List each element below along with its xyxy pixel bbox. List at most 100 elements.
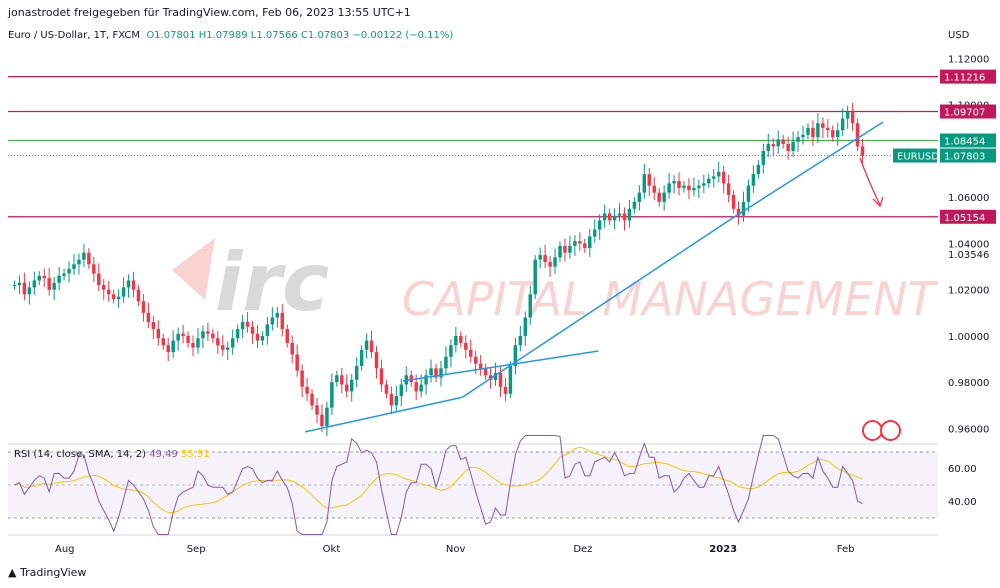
candle-body (315, 405, 319, 415)
candle-body (97, 273, 101, 286)
candle-body (295, 354, 299, 371)
candle-body (845, 111, 850, 119)
candle-body (692, 187, 696, 191)
candle-body (756, 164, 761, 175)
rsi-tick-label: 40.00 (948, 497, 977, 508)
candle-body (726, 183, 731, 195)
candle-body (191, 342, 195, 348)
x-tick-label: Feb (837, 544, 855, 555)
candle-body (216, 338, 220, 346)
candle-body (245, 322, 250, 327)
candle-body (464, 342, 468, 350)
rsi-tick-label: 60.00 (948, 464, 977, 475)
candle-body (642, 174, 647, 193)
eu-flag-icon[interactable] (880, 420, 901, 441)
candle-body (340, 375, 344, 385)
candle-body (106, 289, 111, 295)
x-tick-label: Aug (55, 544, 75, 555)
candle-body (855, 123, 860, 147)
price-tag-label: 1.08454 (944, 136, 985, 147)
candle-body (92, 264, 96, 274)
candle-body (77, 259, 81, 265)
candle-body (27, 287, 32, 295)
candle-body (647, 174, 652, 186)
candle-body (171, 340, 175, 353)
candle-body (850, 111, 855, 124)
price-tag-label: 1.11216 (944, 73, 985, 84)
candle-body (478, 363, 483, 369)
open-value: O1.07801 (146, 30, 196, 41)
candle-body (786, 144, 790, 151)
candle-body (707, 178, 711, 184)
candle-body (429, 368, 433, 376)
candle-body (166, 345, 170, 353)
candle-body (255, 333, 260, 341)
candle-body (538, 255, 542, 260)
candle-body (791, 141, 795, 151)
price-tag-bg (940, 69, 996, 84)
candle-body (250, 326, 255, 334)
candle-body (32, 280, 37, 288)
candle-body (761, 150, 766, 165)
candle-body (468, 349, 473, 357)
candle-body (87, 252, 91, 265)
candle-body (488, 375, 493, 380)
candle-body (826, 127, 830, 131)
candle-body (588, 236, 592, 249)
candle-body (543, 255, 547, 262)
x-tick-label: Sep (187, 544, 206, 555)
candle-body (345, 384, 349, 392)
candle-body (201, 331, 205, 339)
candle-body (82, 252, 86, 260)
watermark: irc CAPITAL MANAGEMENT (172, 236, 939, 329)
candle-body (781, 139, 785, 145)
candle-body (801, 134, 805, 138)
candle-body (354, 366, 359, 380)
candle-body (131, 280, 136, 290)
forecast-arrowhead (872, 196, 884, 208)
candle-body (260, 335, 265, 341)
candle-body (617, 213, 622, 216)
candle-body (672, 181, 676, 184)
candle-body (667, 183, 671, 193)
candle-body (111, 294, 116, 299)
candle-body (840, 118, 845, 131)
candle-body (235, 329, 240, 339)
candle-body (275, 312, 280, 318)
y-tick-label: 1.06000 (948, 193, 989, 204)
candle-body (310, 393, 314, 406)
candle-body (835, 130, 840, 138)
symbol-name[interactable]: Euro / US-Dollar, 1T, FXCM (8, 30, 140, 41)
candle-body (186, 335, 190, 343)
candle-body (508, 366, 513, 394)
candle-body (414, 382, 418, 392)
candle-body (702, 183, 706, 186)
candle-body (573, 241, 577, 246)
candle-body (459, 335, 463, 343)
candle-body (121, 287, 126, 297)
candle-body (17, 282, 22, 286)
candle-body (592, 229, 597, 237)
candle-body (320, 414, 324, 427)
candle-body (548, 261, 552, 267)
candle-body (12, 285, 17, 287)
close-value: C1.07803 (300, 30, 350, 41)
candle-body (330, 382, 334, 408)
candle-body (62, 273, 66, 276)
candle-body (389, 393, 394, 406)
watermark-logo-mark (172, 238, 215, 300)
candle-body (736, 208, 741, 216)
candle-body (602, 213, 607, 221)
trendline-0 (305, 396, 463, 433)
rsi-label[interactable]: RSI (14, close, SMA, 14, 2) (14, 449, 147, 460)
candle-body (473, 356, 478, 364)
tradingview-logo[interactable]: ▲ TradingView (8, 566, 86, 579)
candle-body (860, 146, 865, 156)
price-tag-bg (940, 209, 996, 224)
high-value: H1.07989 (198, 30, 248, 41)
candle-body (156, 329, 161, 339)
price-tag-label: 1.09707 (944, 108, 985, 119)
candle-body (816, 123, 820, 138)
candle-body (335, 375, 339, 383)
